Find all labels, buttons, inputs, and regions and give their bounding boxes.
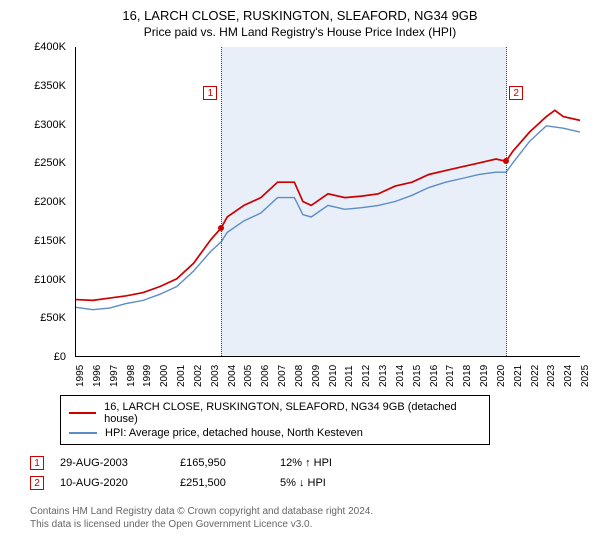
footer-line-1: Contains HM Land Registry data © Crown c… [30, 505, 600, 518]
y-tick-label: £100K [34, 274, 66, 286]
annotation-line [221, 47, 222, 356]
annotation-box: 2 [509, 86, 523, 100]
y-tick-label: £150K [34, 235, 66, 247]
table-row: 1 29-AUG-2003£165,95012% ↑ HPI [30, 453, 600, 473]
row-price: £251,500 [180, 477, 280, 489]
y-axis: £0£50K£100K£150K£200K£250K£300K£350K£400… [20, 47, 70, 357]
row-pct: 5% ↓ HPI [280, 477, 380, 489]
annotation-dot [218, 225, 224, 231]
row-price: £165,950 [180, 457, 280, 469]
chart: £0£50K£100K£150K£200K£250K£300K£350K£400… [20, 47, 580, 387]
plot-area: 12 [75, 47, 580, 357]
row-annotation-box: 1 [30, 456, 44, 470]
y-tick-label: £350K [34, 80, 66, 92]
transaction-table: 1 29-AUG-2003£165,95012% ↑ HPI 2 10-AUG-202… [30, 453, 600, 493]
legend-label: HPI: Average price, detached house, Nort… [105, 427, 363, 439]
chart-title: 16, LARCH CLOSE, RUSKINGTON, SLEAFORD, N… [0, 0, 600, 23]
row-pct: 12% ↑ HPI [280, 457, 380, 469]
row-date: 10-AUG-2020 [60, 477, 180, 489]
y-tick-label: £300K [34, 119, 66, 131]
footer-attribution: Contains HM Land Registry data © Crown c… [30, 505, 600, 531]
row-date: 29-AUG-2003 [60, 457, 180, 469]
annotation-dot [503, 158, 509, 164]
y-tick-label: £0 [54, 351, 66, 363]
row-annotation-box: 2 [30, 476, 44, 490]
footer-line-2: This data is licensed under the Open Gov… [30, 518, 600, 531]
legend-swatch [69, 412, 96, 414]
legend: 16, LARCH CLOSE, RUSKINGTON, SLEAFORD, N… [60, 395, 490, 445]
y-tick-label: £50K [40, 312, 66, 324]
series-hpi [76, 126, 580, 310]
annotation-line [506, 47, 507, 356]
chart-subtitle: Price paid vs. HM Land Registry's House … [0, 23, 600, 39]
line-series [76, 47, 580, 356]
y-tick-label: £400K [34, 41, 66, 53]
legend-swatch [69, 432, 97, 434]
annotation-box: 1 [203, 86, 217, 100]
y-tick-label: £250K [34, 157, 66, 169]
x-axis: 1995199619971998199920002001200220032004… [75, 357, 580, 387]
y-tick-label: £200K [34, 196, 66, 208]
legend-row: 16, LARCH CLOSE, RUSKINGTON, SLEAFORD, N… [69, 400, 481, 426]
legend-label: 16, LARCH CLOSE, RUSKINGTON, SLEAFORD, N… [104, 401, 481, 425]
legend-row: HPI: Average price, detached house, Nort… [69, 426, 481, 440]
table-row: 2 10-AUG-2020£251,5005% ↓ HPI [30, 473, 600, 493]
